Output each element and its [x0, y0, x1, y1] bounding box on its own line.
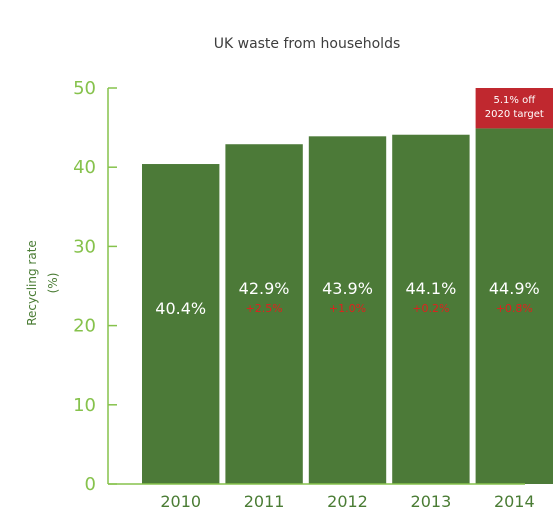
x-tick-label: 2013 — [411, 492, 452, 511]
chart-title: UK waste from households — [214, 36, 401, 52]
bar-change-label: +2.5% — [246, 302, 283, 315]
target-annotation-line1: 5.1% off — [494, 95, 537, 106]
x-tick-label: 2010 — [160, 492, 201, 511]
bar-value-label: 40.4% — [155, 299, 206, 318]
bar-change-label: +0.2% — [412, 302, 449, 315]
bar-value-label: 44.9% — [489, 279, 540, 298]
y-tick-label: 10 — [73, 395, 96, 416]
bar-value-label: 44.1% — [405, 279, 456, 298]
y-tick-label: 50 — [73, 78, 96, 99]
y-axis-label-line1: Recycling rate — [25, 240, 39, 326]
y-axis: 0 10 20 30 40 50 — [73, 78, 117, 495]
bar-change-label: +0.8% — [496, 302, 533, 315]
x-tick-label: 2012 — [327, 492, 368, 511]
y-axis-label-line2: (%) — [46, 273, 60, 294]
x-tick-label: 2014 — [494, 492, 535, 511]
bar-2011 — [225, 144, 303, 484]
bar-value-label: 43.9% — [322, 279, 373, 298]
target-annotation-line2: 2020 target — [485, 109, 544, 120]
bar-2014 — [475, 128, 553, 484]
target-annotation-box — [475, 88, 553, 129]
bar-2013 — [392, 134, 470, 484]
y-tick-label: 30 — [73, 236, 96, 257]
y-tick-label: 20 — [73, 316, 96, 337]
bar-2012 — [308, 136, 387, 484]
x-axis: 2010 2011 2012 2013 2014 — [108, 483, 535, 511]
x-tick-label: 2011 — [244, 492, 285, 511]
bars: 40.4% 42.9% +2.5% 43.9% +1.0% 44.1% +0.2% 44.9%… — [142, 88, 553, 485]
bar-value-label: 42.9% — [239, 279, 290, 298]
y-tick-label: 0 — [85, 474, 96, 495]
bar-2010 — [142, 164, 220, 485]
y-tick-label: 40 — [73, 157, 96, 178]
bar-change-label: +1.0% — [329, 302, 366, 315]
